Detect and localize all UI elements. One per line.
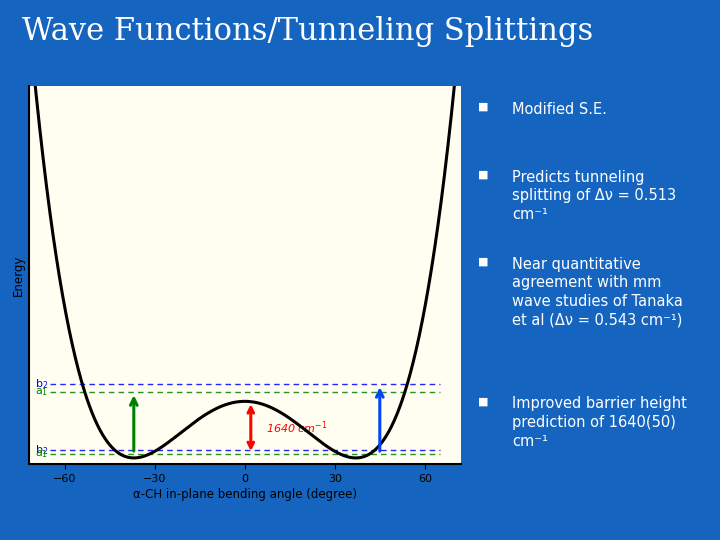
Text: a$_1$: a$_1$	[35, 387, 48, 399]
Text: b$_2$: b$_2$	[35, 377, 48, 392]
Text: a$_1$: a$_1$	[35, 448, 48, 460]
Text: Near quantitative
agreement with mm
wave studies of Tanaka
et al (Δν = 0.543 cm⁻: Near quantitative agreement with mm wave…	[512, 256, 683, 327]
Y-axis label: Energy: Energy	[12, 255, 24, 296]
Text: ■: ■	[478, 256, 488, 267]
Text: Wave Functions/Tunneling Splittings: Wave Functions/Tunneling Splittings	[22, 16, 593, 47]
Text: b$_2$: b$_2$	[35, 443, 48, 457]
Text: ■: ■	[478, 170, 488, 180]
Text: 1640 cm$^{-1}$: 1640 cm$^{-1}$	[266, 420, 328, 436]
Text: ■: ■	[478, 396, 488, 407]
X-axis label: α-CH in-plane bending angle (degree): α-CH in-plane bending angle (degree)	[132, 488, 357, 501]
Text: Predicts tunneling
splitting of Δν = 0.513
cm⁻¹: Predicts tunneling splitting of Δν = 0.5…	[512, 170, 676, 222]
Text: ■: ■	[478, 102, 488, 112]
Text: Improved barrier height
prediction of 1640(50)
cm⁻¹: Improved barrier height prediction of 16…	[512, 396, 687, 449]
Text: Modified S.E.: Modified S.E.	[512, 102, 607, 117]
